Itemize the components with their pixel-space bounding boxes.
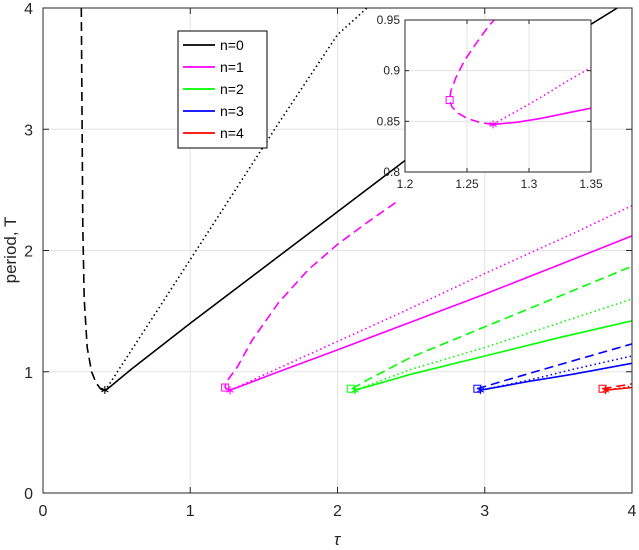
main-markers bbox=[101, 383, 610, 395]
inset-markers bbox=[445, 96, 497, 129]
y-tick-label: 0.9 bbox=[383, 64, 400, 78]
inset-ticks bbox=[404, 19, 592, 173]
y-axis-label: period, T bbox=[1, 217, 20, 284]
x-tick-label: 1.25 bbox=[455, 177, 479, 191]
main-tick-labels: 0 1 2 3 4 0 1 2 3 4 bbox=[24, 1, 636, 520]
series-n-1-dashed-line bbox=[448, 20, 495, 126]
main-ticks bbox=[42, 7, 633, 494]
legend-entries: n=0 n=1 n=2 n=3 n=4 bbox=[183, 37, 244, 141]
y-tick-label: 3 bbox=[24, 122, 33, 139]
series-n-1-asterisk-marker bbox=[489, 120, 497, 129]
main-series bbox=[80, 8, 632, 392]
asterisk-stroke bbox=[601, 387, 610, 393]
asterisk-stroke bbox=[101, 387, 109, 393]
series-n-1-square-marker bbox=[445, 96, 454, 105]
y-tick-label: 0.8 bbox=[383, 165, 400, 179]
series-n-4-dashed-line bbox=[602, 383, 632, 390]
series-n-0-dotted-line bbox=[104, 8, 368, 392]
series-n-3-dashed-line bbox=[477, 343, 632, 390]
x-axis-label: τ bbox=[334, 530, 342, 549]
y-tick-label: 0.85 bbox=[377, 114, 401, 128]
legend-label-n-3: n=3 bbox=[220, 103, 244, 119]
series-n-2-dashed-line bbox=[351, 265, 632, 390]
inset-series bbox=[448, 20, 591, 126]
asterisk-stroke bbox=[489, 121, 497, 127]
inset-plot: 1.2 1.25 1.3 1.35 0.8 0.85 0.9 0.95 bbox=[377, 13, 603, 191]
x-tick-label: 1.35 bbox=[579, 177, 603, 191]
series-n-1-solid-line bbox=[492, 107, 591, 126]
asterisk-stroke bbox=[226, 387, 234, 393]
legend-label-n-4: n=4 bbox=[220, 125, 244, 141]
series-n-1-solid-line bbox=[229, 235, 632, 392]
series-n-4-asterisk-marker bbox=[601, 386, 610, 395]
x-tick-label: 4 bbox=[628, 503, 637, 520]
x-tick-label: 2 bbox=[333, 503, 342, 520]
series-n-2-square-marker bbox=[346, 384, 355, 393]
series-n-0-asterisk-marker bbox=[101, 385, 109, 394]
inset-plot-area bbox=[405, 20, 591, 172]
series-n-1-square-marker bbox=[221, 383, 230, 392]
y-tick-label: 4 bbox=[24, 1, 33, 18]
y-tick-label: 2 bbox=[24, 244, 33, 261]
legend-label-n-2: n=2 bbox=[220, 81, 244, 97]
series-n-2-asterisk-marker bbox=[351, 386, 359, 395]
asterisk-stroke bbox=[476, 387, 485, 393]
y-tick-label: 0 bbox=[24, 486, 33, 503]
x-tick-label: 3 bbox=[480, 503, 489, 520]
series-n-1-asterisk-marker bbox=[226, 386, 234, 395]
inset-tick-labels: 1.2 1.25 1.3 1.35 0.8 0.85 0.9 0.95 bbox=[377, 13, 603, 191]
series-n-2-solid-line bbox=[354, 320, 632, 391]
series-n-1-dotted-line bbox=[492, 66, 591, 126]
x-tick-label: 1.3 bbox=[521, 177, 538, 191]
series-n-4-solid-line bbox=[605, 386, 632, 391]
asterisk-stroke bbox=[351, 387, 359, 393]
legend-label-n-0: n=0 bbox=[220, 37, 244, 53]
x-tick-label: 1 bbox=[186, 503, 195, 520]
inset-axes-box bbox=[404, 19, 592, 173]
x-tick-label: 1.2 bbox=[397, 177, 414, 191]
series-n-3-asterisk-marker bbox=[476, 386, 485, 395]
series-n-3-solid-line bbox=[480, 362, 632, 391]
x-tick-label: 0 bbox=[39, 503, 48, 520]
series-n-1-dashed-line bbox=[224, 201, 397, 392]
series-n-4-square-marker bbox=[598, 384, 607, 393]
series-n-3-square-marker bbox=[473, 384, 482, 393]
series-n-0-dashed-line bbox=[80, 8, 106, 392]
y-tick-label: 1 bbox=[24, 365, 33, 382]
series-n-1-dotted-line bbox=[229, 204, 632, 392]
series-n-2-dotted-line bbox=[354, 298, 632, 391]
legend: n=0 n=1 n=2 n=3 n=4 bbox=[177, 30, 268, 149]
legend-label-n-1: n=1 bbox=[220, 59, 244, 75]
series-n-3-dotted-line bbox=[480, 355, 632, 391]
y-tick-label: 0.95 bbox=[377, 13, 401, 27]
